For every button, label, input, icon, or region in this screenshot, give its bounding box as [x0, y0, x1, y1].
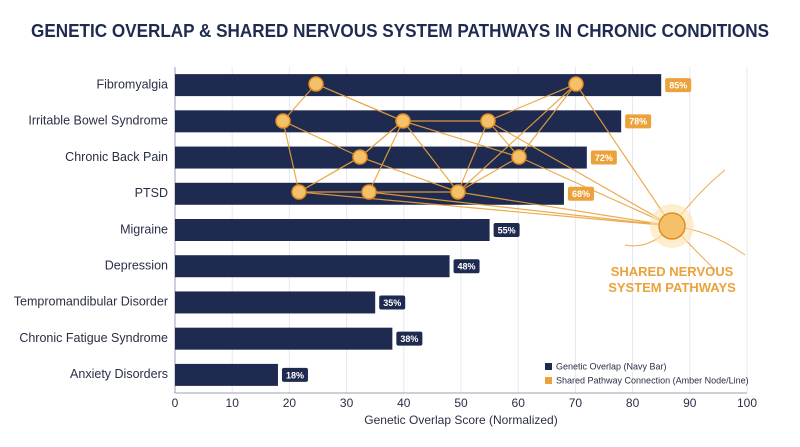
value-label-box: [665, 78, 692, 93]
x-tick-label: 0: [172, 396, 179, 410]
x-tick-label: 80: [626, 396, 640, 410]
value-label-box: [625, 114, 652, 129]
x-tick-label: 40: [397, 396, 411, 410]
y-tick-label: PTSD: [135, 186, 168, 200]
value-label: 48%: [458, 262, 476, 272]
y-tick-label: Anxiety Disorders: [70, 367, 168, 381]
value-label: 78%: [629, 117, 647, 127]
value-label: 55%: [498, 225, 516, 235]
x-tick-label: 60: [512, 396, 526, 410]
bar: [175, 74, 662, 97]
value-label: 35%: [383, 298, 401, 308]
y-tick-label: Migraine: [120, 222, 168, 236]
x-tick-label: 30: [340, 396, 354, 410]
value-label: 18%: [286, 370, 304, 380]
y-tick-label: Chronic Back Pain: [65, 150, 168, 164]
value-label-box: [379, 295, 406, 310]
x-tick-label: 10: [226, 396, 240, 410]
chart-title: GENETIC OVERLAP & SHARED NERVOUS SYSTEM …: [31, 21, 769, 41]
value-label-box: [590, 150, 617, 165]
x-tick-label: 20: [283, 396, 297, 410]
x-tick-label: 90: [683, 396, 697, 410]
value-label: 72%: [595, 153, 613, 163]
y-tick-label: Fibromyalgia: [96, 77, 168, 91]
value-label: 85%: [669, 80, 687, 90]
annotation: SHARED NERVOUS SYSTEM PATHWAYS: [608, 264, 736, 295]
value-label-box: [396, 331, 423, 346]
value-label-box: [281, 367, 308, 382]
x-tick-label: 50: [454, 396, 468, 410]
bar: [175, 291, 376, 314]
x-axis-title: Genetic Overlap Score (Normalized): [364, 413, 557, 427]
value-label-box: [493, 223, 520, 237]
bar: [175, 146, 587, 169]
bar: [175, 219, 490, 241]
bar: [175, 327, 393, 350]
bar: [175, 255, 450, 278]
bar: [175, 363, 278, 386]
legend-label: Shared Pathway Connection (Amber Node/Li…: [556, 375, 749, 385]
pathway-nodes: [275, 76, 694, 248]
y-tick-label: Irritable Bowel Syndrome: [28, 114, 168, 128]
value-label-box: [567, 186, 594, 201]
y-tick-label: Depression: [105, 259, 168, 273]
value-label-box: [453, 259, 480, 274]
legend-swatch: [545, 363, 552, 370]
value-label: 68%: [572, 189, 590, 199]
legend-swatch: [545, 377, 552, 384]
x-tick-label: 70: [569, 396, 583, 410]
y-tick-label: Tempromandibular Disorder: [14, 295, 168, 309]
y-tick-label: Chronic Fatigue Syndrome: [19, 331, 168, 345]
legend-label: Genetic Overlap (Navy Bar): [556, 361, 667, 371]
value-label: 38%: [400, 334, 418, 344]
x-tick-label: 100: [737, 396, 757, 410]
